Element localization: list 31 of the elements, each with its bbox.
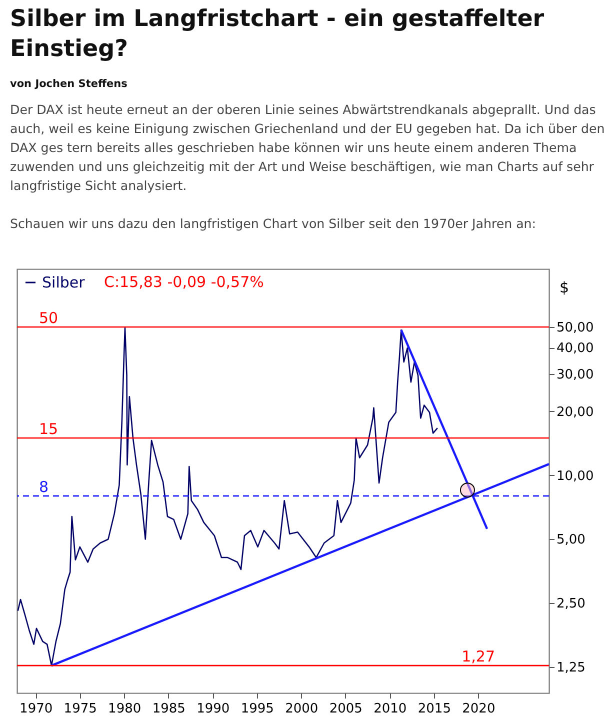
x-tick-label: 1985 xyxy=(152,702,186,716)
x-tick-label: 1990 xyxy=(196,702,230,716)
x-tick-label: 2015 xyxy=(418,702,451,716)
legend-label: Silber xyxy=(42,274,86,292)
text: Der DAX ist heute erneut an der oberen Linie seines Abwärtstrendkanals abgeprallt. Und das auch, weil es keine Einigung zwischen Griechenland und der EU gegeben hat. Da ich über den DAX ges tern bereits alles geschrieben habe können wir uns heute einem anderen Thema zuwenden und uns gleichzeitig mit der Art und Weise beschäftigen, wie man Charts auf sehr langfristige Sicht analysiert. xyxy=(10,101,606,195)
x-tick-label: 1980 xyxy=(108,702,142,716)
x-tick-label: 2000 xyxy=(285,702,318,716)
x-tick-label: 1995 xyxy=(240,702,274,716)
x-tick-label: 2010 xyxy=(374,702,407,716)
x-tick-label: 2005 xyxy=(329,702,362,716)
chart-title: Silber im Langfristchart - ein gestaffelter Einstieg? xyxy=(10,5,546,64)
x-tick-label: 2020 xyxy=(462,702,496,716)
line-series xyxy=(17,327,438,666)
y-tick-label: 20,00 xyxy=(556,404,594,420)
chart-subtitle: von Jochen Steffens xyxy=(10,78,128,90)
y-axis-title: $ xyxy=(560,278,570,296)
x-tick-label: 1970 xyxy=(20,702,53,716)
y-tick-label: 5,00 xyxy=(556,532,586,548)
ref-line-label: 15 xyxy=(39,420,58,438)
y-tick-label: 2,50 xyxy=(556,596,586,612)
y-tick-label: 50,00 xyxy=(556,320,594,336)
y-tick-label: 30,00 xyxy=(556,368,594,383)
ref-line-label: 8 xyxy=(39,478,49,496)
text: Schauen wir uns dazu den langfristigen Chart von Silber seit den 1970er Jahren an: xyxy=(10,215,538,233)
ref-line-label: 1,27 xyxy=(462,648,495,666)
annotation: C:15,83 -0,09 -0,57% xyxy=(104,273,264,291)
y-tick-label: 1,25 xyxy=(556,660,586,676)
y-tick-label: 40,00 xyxy=(556,341,594,356)
ref-line-label: 50 xyxy=(39,308,58,327)
x-tick-label: 1975 xyxy=(64,702,97,716)
y-tick-label: 10,00 xyxy=(556,468,594,484)
